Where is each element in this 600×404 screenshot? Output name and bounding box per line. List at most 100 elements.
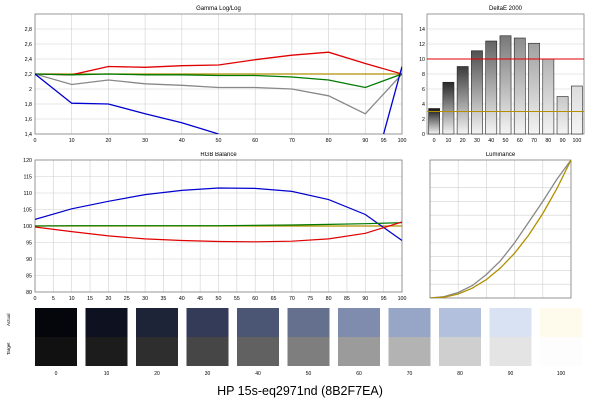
x-tick-label: 65 <box>271 296 277 302</box>
x-tick-label: 0 <box>433 138 436 144</box>
x-tick-label: 75 <box>307 296 313 302</box>
x-tick-label: 5 <box>52 296 55 302</box>
y-tick-label: 2,6 <box>25 42 32 48</box>
row-label-target: Target <box>6 342 11 355</box>
swatch-actual <box>338 308 380 337</box>
series-line-green <box>35 222 402 227</box>
y-tick-label: 85 <box>26 274 32 280</box>
swatch-label: 0 <box>55 371 58 377</box>
y-tick-label: 4 <box>422 102 425 108</box>
x-tick-label: 80 <box>326 296 332 302</box>
x-tick-label: 95 <box>381 138 387 144</box>
swatch-actual <box>85 308 128 337</box>
x-tick-label: 50 <box>216 138 222 144</box>
swatch-label: 30 <box>205 371 211 377</box>
y-tick-label: 1,6 <box>25 117 32 123</box>
deltae-bar <box>513 37 526 135</box>
x-tick-label: 70 <box>289 138 295 144</box>
y-tick-label: 6 <box>422 87 425 93</box>
x-tick-label: 40 <box>179 296 185 302</box>
swatch-actual <box>136 308 178 337</box>
chart-title: RGB Balance <box>200 152 237 158</box>
y-tick-label: 80 <box>26 290 32 296</box>
x-tick-label: 60 <box>252 296 258 302</box>
x-tick-label: 20 <box>105 296 111 302</box>
swatch-target <box>489 337 532 366</box>
y-tick-label: 2 <box>422 117 425 123</box>
swatch-target <box>540 337 582 366</box>
x-tick-label: 10 <box>445 138 451 144</box>
rgb-balance-chart: RGB Balance 80 85 90 95 100 105 110 115 120 0 5 10 15… <box>23 152 407 302</box>
x-tick-label: 50 <box>503 138 509 144</box>
swatch-label: 100 <box>557 371 566 377</box>
swatch-label: 90 <box>508 371 514 377</box>
x-tick-label: 85 <box>344 296 350 302</box>
series-line-red <box>35 51 402 76</box>
x-tick-label: 100 <box>398 138 407 144</box>
swatch-actual <box>540 308 582 337</box>
y-tick-label: 115 <box>24 175 32 181</box>
swatch-label: 70 <box>407 371 413 377</box>
deltae-bar <box>471 50 483 135</box>
x-tick-label: 70 <box>289 296 295 302</box>
deltae-chart: DeltaE 2000 0 2 4 6 8 10 12 14 0 10 20 30 40 50 60 70 80 9… <box>419 6 585 144</box>
x-tick-label: 40 <box>179 138 185 144</box>
x-tick-label: 60 <box>517 138 523 144</box>
swatch-target <box>388 337 431 366</box>
swatch-actual <box>489 308 532 337</box>
chart-title: DeltaE 2000 <box>489 6 523 12</box>
swatch-target <box>186 337 229 366</box>
x-tick-label: 70 <box>531 138 537 144</box>
x-tick-label: 0 <box>34 296 37 302</box>
plot-frame <box>429 159 572 299</box>
x-tick-label: 50 <box>216 296 222 302</box>
y-tick-label: 105 <box>23 208 32 214</box>
swatch-label: 20 <box>154 371 160 377</box>
series-group <box>35 187 402 243</box>
row-label-actual: Actual <box>6 313 11 326</box>
y-tick-label: 95 <box>26 241 32 247</box>
swatch-label: 50 <box>306 371 312 377</box>
x-tick-label: 0 <box>34 138 37 144</box>
y-tick-label: 2,2 <box>25 72 32 78</box>
x-tick-label: 45 <box>197 296 203 302</box>
x-tick-label: 15 <box>87 296 93 302</box>
swatch-strip: Actual Target 0 10 20 30 40 50 60 70 80 90 100 <box>6 308 582 377</box>
x-tick-label: 90 <box>362 138 368 144</box>
swatch-target <box>85 337 128 366</box>
swatch-label: 10 <box>104 371 110 377</box>
x-tick-label: 40 <box>488 138 494 144</box>
swatch-actual <box>237 308 279 337</box>
deltae-bar <box>542 58 555 135</box>
series-line-green <box>35 73 402 89</box>
deltae-bar <box>570 85 583 135</box>
x-tick-label: 80 <box>326 138 332 144</box>
deltae-bar <box>556 96 569 135</box>
y-tick-label: 12 <box>419 42 425 48</box>
x-tick-label: 90 <box>560 138 566 144</box>
x-tick-label: 95 <box>381 296 387 302</box>
x-tick-label: 20 <box>105 138 111 144</box>
y-tick-label: 2,4 <box>25 57 32 63</box>
y-tick-label: 110 <box>24 191 32 197</box>
y-tick-label: 2 <box>29 87 32 93</box>
deltae-bar <box>499 35 512 135</box>
swatch-label: 80 <box>457 371 463 377</box>
gamma-chart: Gamma Log/Log 1,4 1,6 1,8 2 2,2 2,4 2,6 2,8 0 10 20… <box>25 6 407 144</box>
series-line-gray <box>35 73 402 115</box>
x-tick-label: 90 <box>362 296 368 302</box>
x-tick-label: 20 <box>460 138 466 144</box>
x-tick-label: 80 <box>545 138 551 144</box>
series-line-red <box>35 221 402 243</box>
x-tick-label: 100 <box>398 296 407 302</box>
swatch-actual <box>35 308 77 337</box>
series-group <box>35 51 402 134</box>
x-tick-label: 30 <box>474 138 480 144</box>
deltae-bar <box>528 42 540 135</box>
x-tick-label: 30 <box>142 138 148 144</box>
swatch-actual <box>388 308 431 337</box>
series-group <box>430 160 571 298</box>
series-line-blue <box>35 73 219 134</box>
x-tick-label: 55 <box>234 296 240 302</box>
chart-title: Gamma Log/Log <box>196 6 241 12</box>
